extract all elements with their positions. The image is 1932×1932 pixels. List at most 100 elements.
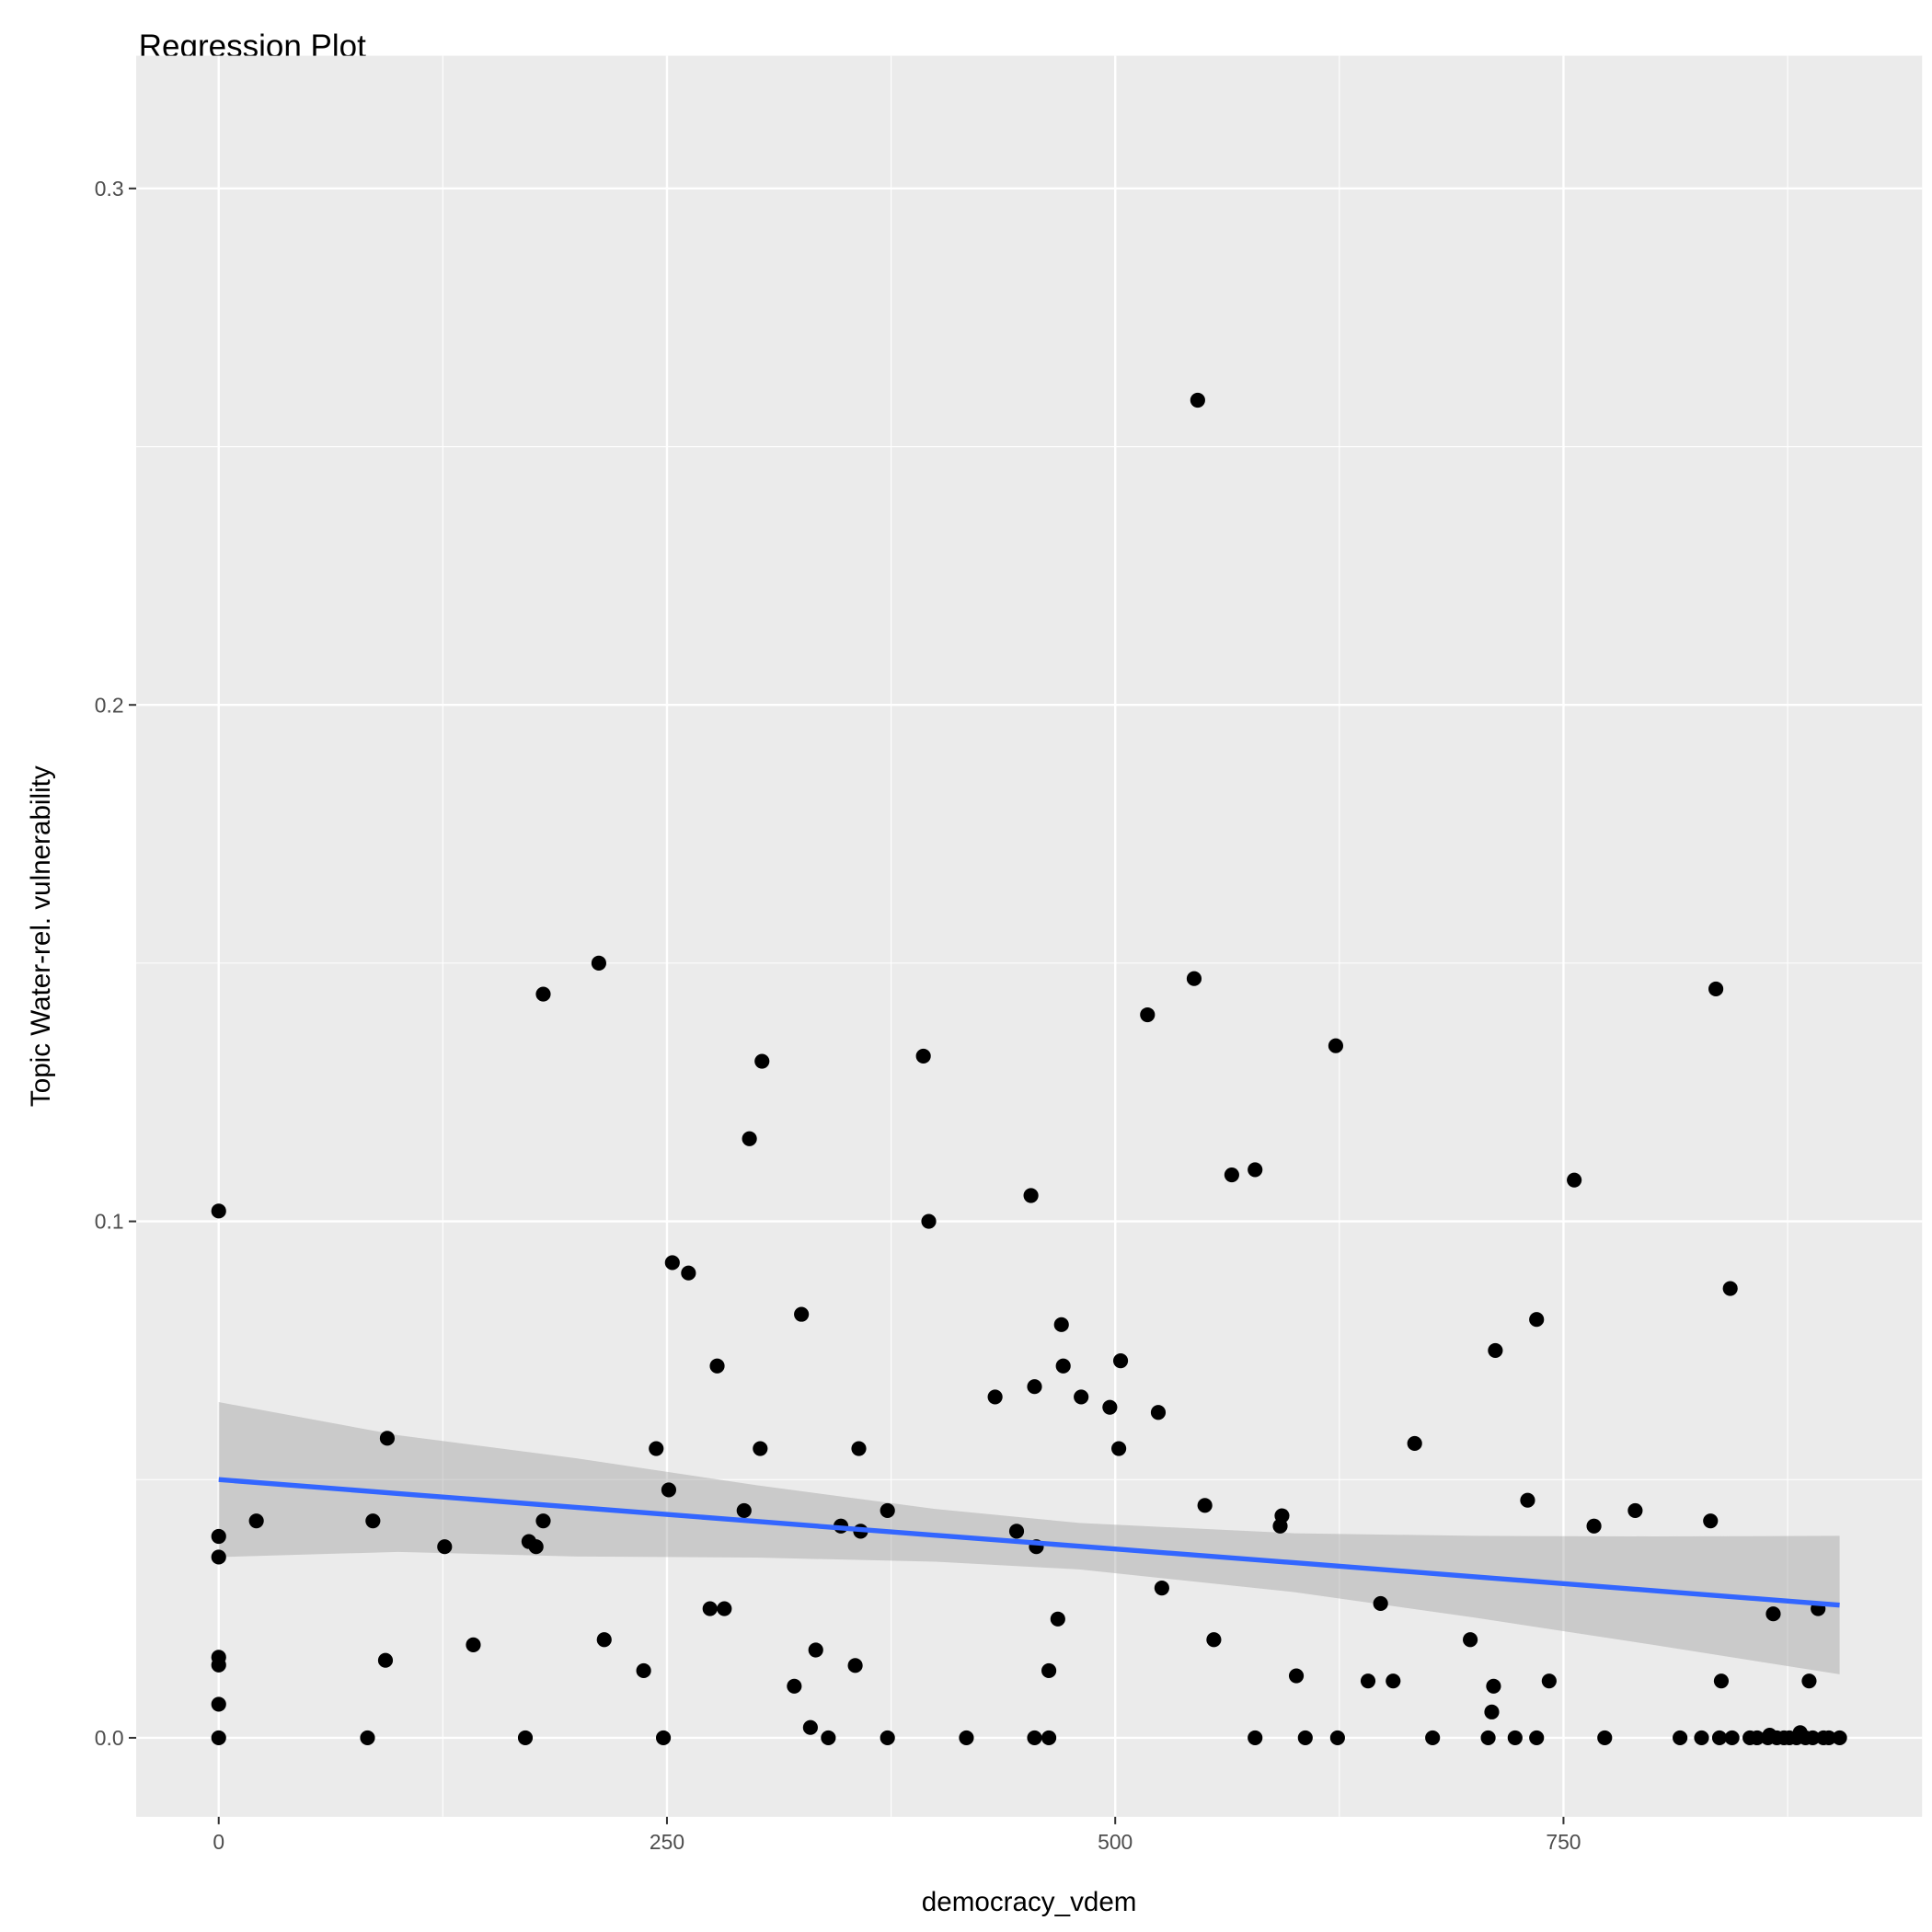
x-tick-label: 0 [213,1830,224,1854]
data-point [466,1637,481,1652]
data-point [1190,392,1205,408]
data-point [1407,1435,1422,1452]
data-point [1425,1730,1441,1745]
data-point [880,1730,895,1745]
data-point [1224,1167,1239,1183]
data-point [709,1358,725,1374]
confidence-band-group [218,1402,1840,1674]
data-point [1288,1668,1305,1684]
data-point [821,1730,836,1745]
data-point [379,1431,396,1446]
data-point [717,1601,732,1616]
data-point [802,1719,818,1735]
x-tick-label: 250 [650,1830,684,1854]
data-point [1708,981,1724,997]
data-point [211,1549,226,1565]
x-tick-label: 750 [1546,1830,1581,1854]
data-point [959,1730,974,1745]
regression-line [218,1477,1840,1608]
data-point [248,1513,264,1529]
data-point [1805,1730,1821,1745]
data-point [211,1203,226,1219]
data-point [1041,1662,1057,1679]
data-points [211,392,1847,1745]
data-point [1027,1730,1042,1745]
data-point [1053,1317,1069,1332]
data-point [1586,1518,1602,1534]
data-point [596,1632,612,1648]
data-point [787,1678,802,1694]
data-point [1724,1730,1740,1745]
data-point [377,1652,394,1668]
y-axis-label: Topic Water-rel. vulnerability [26,765,56,1107]
data-point [211,1730,226,1745]
y-tick-label: 0.0 [95,1726,124,1750]
data-point [851,1441,867,1456]
data-point [1541,1673,1557,1689]
data-point [742,1131,757,1146]
data-point [702,1601,718,1616]
data-point [1749,1730,1765,1745]
data-point [1486,1678,1501,1694]
data-point [1722,1281,1738,1296]
data-point [1373,1595,1388,1612]
data-point [1488,1342,1503,1358]
data-point [1274,1508,1290,1524]
y-tick-label: 0.1 [95,1210,124,1234]
data-point [437,1539,453,1555]
data-point [360,1730,375,1745]
data-point [1074,1389,1089,1405]
data-point [681,1265,696,1281]
data-point [1627,1502,1643,1518]
data-point [1197,1498,1213,1513]
data-point [1507,1730,1523,1745]
data-point [211,1657,226,1673]
x-axis-label: democracy_vdem [922,1887,1137,1917]
data-point [753,1441,768,1456]
data-point [1801,1673,1817,1689]
data-point [1520,1492,1535,1508]
data-point [1386,1673,1401,1689]
regression-line-group [218,1477,1840,1608]
data-point [211,1696,226,1712]
data-point [1248,1162,1263,1178]
data-point [1050,1611,1065,1627]
data-point [1529,1730,1545,1745]
data-point [517,1730,534,1745]
data-point [1694,1730,1709,1745]
axes: 0 250 500 750 0.0 0.1 0.2 0.3 [95,177,1581,1854]
data-point [1360,1673,1376,1689]
data-point [661,1482,676,1498]
data-point [736,1502,752,1518]
data-point [754,1053,770,1069]
data-point [1140,1006,1156,1023]
data-point [636,1662,651,1679]
data-point [1154,1581,1169,1596]
data-point [1567,1172,1582,1188]
data-point [1008,1524,1025,1539]
data-point [1673,1730,1688,1745]
data-point [1111,1441,1127,1456]
data-point [921,1213,937,1229]
y-tick-label: 0.3 [95,177,124,201]
data-point [1206,1632,1222,1648]
data-point [847,1658,863,1673]
data-point [664,1255,680,1271]
x-tick-label: 500 [1098,1830,1133,1854]
plot-panel [136,55,1923,1817]
data-point [649,1441,664,1456]
data-point [1597,1730,1613,1745]
data-point [1765,1606,1781,1622]
data-point [915,1048,931,1064]
data-point [1112,1353,1129,1369]
data-point [794,1306,810,1322]
data-point [1821,1730,1836,1745]
data-point [211,1528,226,1545]
data-point [1713,1673,1730,1689]
data-point [1027,1379,1042,1395]
data-point [655,1730,672,1745]
data-point [1480,1730,1496,1745]
data-point [591,955,606,971]
data-point [880,1502,895,1518]
